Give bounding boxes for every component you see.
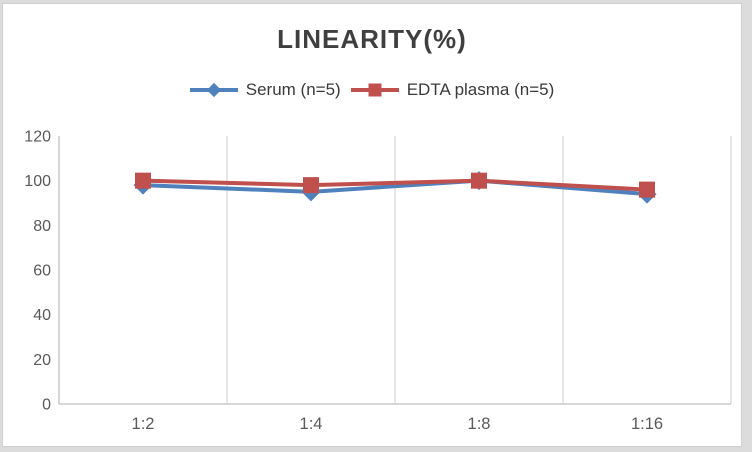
data-point-square xyxy=(471,172,487,189)
legend-label-serum: Serum (n=5) xyxy=(245,80,341,99)
x-tick-label: 1:4 xyxy=(300,415,323,433)
serum-line-diamond-icon xyxy=(189,81,238,99)
x-tick-label: 1:16 xyxy=(631,415,663,433)
edta-line-square-icon xyxy=(350,81,399,99)
legend: Serum (n=5) EDTA plasma (n=5) xyxy=(3,80,741,100)
y-tick-label: 120 xyxy=(24,129,51,146)
y-tick-label: 20 xyxy=(33,352,51,369)
data-point-square xyxy=(135,172,151,189)
data-point-square xyxy=(639,181,655,198)
y-tick-label: 40 xyxy=(33,307,51,324)
legend-label-edta-plasma: EDTA plasma (n=5) xyxy=(406,80,555,99)
data-point-square xyxy=(303,177,319,194)
legend-item-serum: Serum (n=5) xyxy=(189,80,341,100)
y-tick-label: 0 xyxy=(42,397,51,414)
x-tick-label: 1:8 xyxy=(468,415,491,433)
plot-area: 0 20 40 60 80 100 120 1:2 1:4 1:8 1:16 xyxy=(24,129,732,433)
x-tick-label: 1:2 xyxy=(132,415,155,433)
chart-title: LINEARITY(%) xyxy=(277,24,467,54)
series-line-square xyxy=(141,178,649,192)
y-tick-label: 100 xyxy=(24,173,51,190)
legend-item-edta-plasma: EDTA plasma (n=5) xyxy=(350,80,555,100)
chart-canvas: LINEARITY(%) Serum (n=5) EDTA plasma (n=… xyxy=(2,3,742,447)
y-tick-label: 60 xyxy=(33,263,51,280)
y-tick-label: 80 xyxy=(33,218,51,235)
series-line-diamond xyxy=(141,178,649,197)
